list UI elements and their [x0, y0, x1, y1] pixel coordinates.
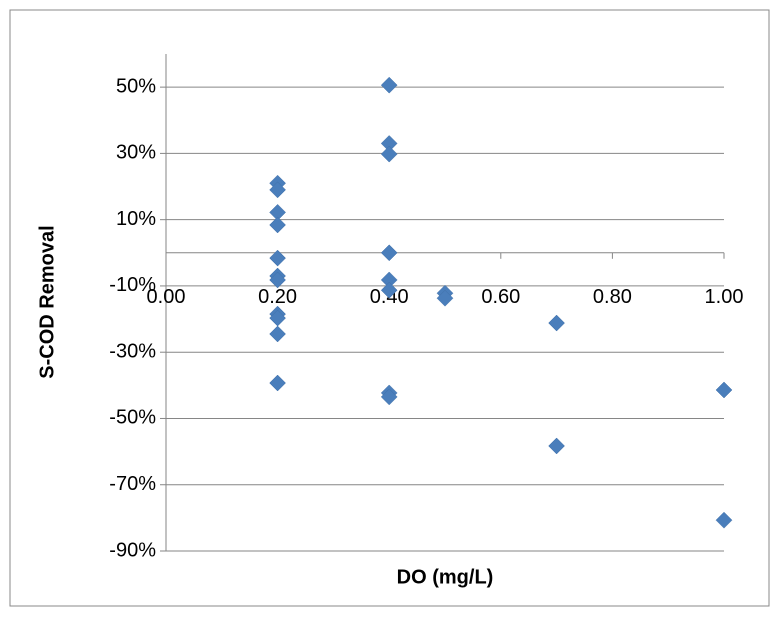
x-tick-label: 0.00	[147, 286, 186, 308]
x-tick-label: 0.80	[593, 286, 632, 308]
y-tick-label: 30%	[116, 142, 156, 164]
y-axis-title: S-COD Removal	[36, 225, 58, 378]
data-point	[548, 437, 565, 455]
data-point	[548, 314, 565, 332]
data-point	[715, 511, 733, 529]
y-tick-label: 10%	[116, 208, 156, 230]
data-point	[269, 374, 286, 392]
data-point	[380, 281, 398, 299]
y-tick-label: -90%	[109, 539, 156, 561]
data-point	[269, 181, 286, 199]
data-point	[269, 249, 286, 267]
y-tick-label: -10%	[109, 274, 156, 296]
data-point	[436, 289, 454, 307]
y-tick-label: -30%	[109, 340, 156, 362]
data-point	[269, 216, 286, 234]
data-point	[380, 145, 398, 163]
chart-frame	[9, 9, 770, 607]
data-point	[380, 76, 398, 94]
data-point	[269, 325, 286, 343]
data-point	[715, 381, 733, 399]
x-tick-label: 0.20	[258, 286, 297, 308]
data-point	[380, 244, 398, 262]
y-tick-label: -70%	[109, 473, 156, 495]
y-tick-label: 50%	[116, 75, 156, 97]
x-tick-label: 1.00	[705, 286, 744, 308]
data-point	[269, 271, 286, 289]
x-tick-label: 0.60	[481, 286, 520, 308]
data-point	[380, 388, 398, 406]
x-axis-title: DO (mg/L)	[397, 566, 494, 588]
y-tick-label: -50%	[109, 407, 156, 429]
